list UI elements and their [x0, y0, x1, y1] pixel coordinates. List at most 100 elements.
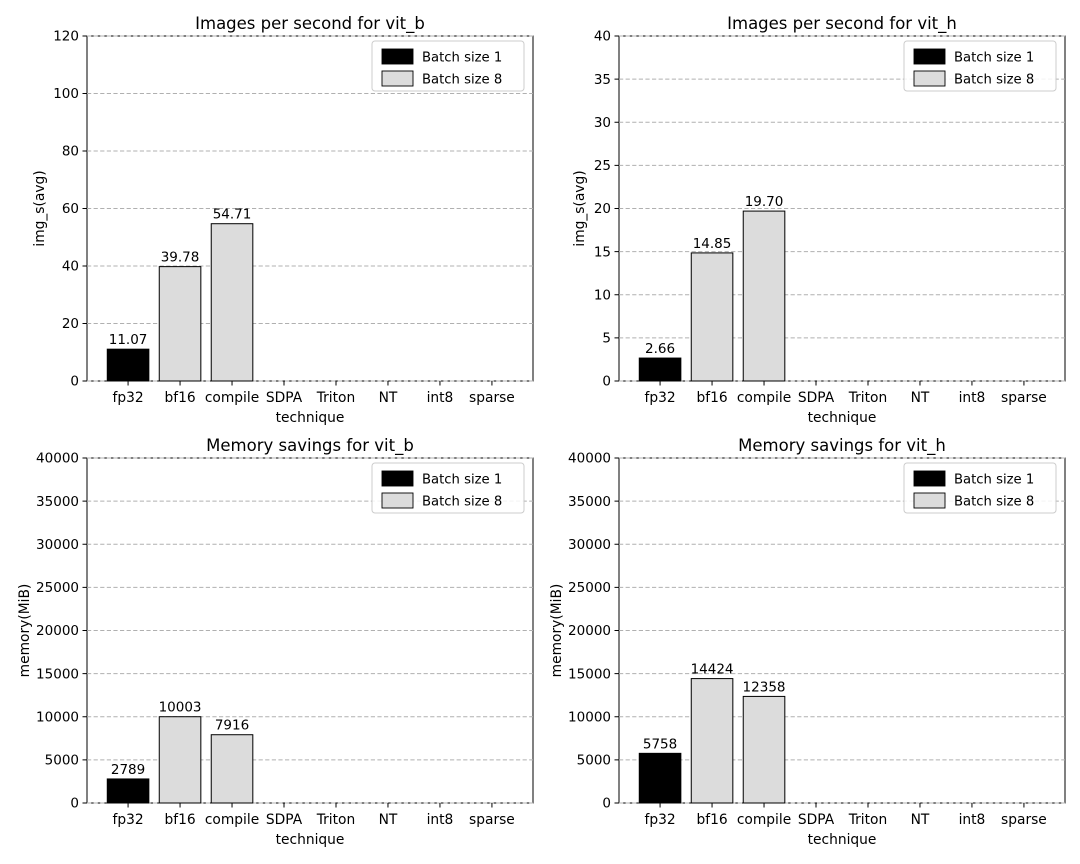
x-tick-label: SDPA	[798, 390, 835, 406]
legend-swatch	[913, 470, 946, 487]
y-tick-label: 5000	[45, 753, 79, 769]
y-tick-label: 10000	[568, 709, 611, 725]
y-tick-label: 100	[53, 86, 79, 102]
chart-title: Memory savings for vit_h	[738, 436, 946, 456]
y-tick-label: 0	[70, 374, 79, 390]
bar-value-label: 2.66	[645, 341, 675, 357]
y-tick-label: 40	[594, 29, 611, 45]
y-tick-label: 20000	[36, 623, 79, 639]
x-tick-label: NT	[911, 812, 930, 828]
y-tick-label: 40000	[36, 451, 79, 467]
bar-value-label: 11.07	[109, 332, 148, 348]
x-tick-label: sparse	[469, 390, 515, 406]
y-axis-label: memory(MiB)	[17, 584, 33, 678]
x-tick-label: compile	[737, 812, 791, 828]
bar-bf16	[690, 678, 734, 804]
x-tick-label: fp32	[644, 812, 675, 828]
y-tick-label: 30	[594, 115, 611, 131]
bar-value-label: 19.70	[745, 194, 784, 210]
legend-swatch	[913, 48, 946, 65]
y-tick-label: 10000	[36, 709, 79, 725]
y-axis-label: memory(MiB)	[549, 584, 565, 678]
x-tick-label: bf16	[164, 390, 195, 406]
bar-fp32	[106, 778, 150, 804]
y-tick-label: 0	[602, 796, 611, 812]
x-axis-label: technique	[276, 410, 345, 426]
bar-value-label: 5758	[643, 736, 677, 752]
y-tick-label: 5	[602, 331, 611, 347]
x-tick-label: fp32	[644, 390, 675, 406]
x-tick-label: sparse	[1001, 390, 1047, 406]
bar-value-label: 2789	[111, 762, 145, 778]
bar-bf16	[690, 252, 734, 382]
x-tick-label: sparse	[1001, 812, 1047, 828]
y-tick-label: 15000	[568, 666, 611, 682]
bar-value-label: 7916	[215, 718, 249, 734]
legend-label: Batch size 1	[422, 473, 502, 488]
x-tick-label: compile	[737, 390, 791, 406]
y-tick-label: 25000	[36, 580, 79, 596]
x-tick-label: SDPA	[266, 390, 303, 406]
y-tick-label: 40000	[568, 451, 611, 467]
legend-label: Batch size 8	[954, 495, 1034, 510]
legend-label: Batch size 8	[422, 495, 502, 510]
legend-label: Batch size 1	[422, 51, 502, 66]
bar-value-label: 10003	[159, 700, 202, 716]
x-tick-label: Triton	[848, 390, 888, 406]
legend-label: Batch size 8	[422, 73, 502, 88]
x-tick-label: int8	[427, 812, 454, 828]
y-tick-label: 20	[62, 316, 79, 332]
y-tick-label: 10	[594, 287, 611, 303]
x-tick-label: compile	[205, 390, 259, 406]
y-tick-label: 120	[53, 29, 79, 45]
x-tick-label: Triton	[316, 812, 356, 828]
bar-compile	[210, 223, 254, 382]
x-tick-label: bf16	[696, 812, 727, 828]
y-tick-label: 35000	[568, 494, 611, 510]
x-tick-label: Triton	[316, 390, 356, 406]
bar-fp32	[638, 357, 682, 382]
x-tick-label: NT	[911, 390, 930, 406]
y-tick-label: 20	[594, 201, 611, 217]
y-tick-label: 80	[62, 144, 79, 160]
y-tick-label: 30000	[568, 537, 611, 553]
x-tick-label: int8	[959, 812, 986, 828]
bar-value-label: 54.71	[213, 207, 252, 223]
x-tick-label: bf16	[164, 812, 195, 828]
x-tick-label: NT	[379, 812, 398, 828]
bar-value-label: 12358	[743, 679, 786, 695]
bar-fp32	[106, 348, 150, 382]
y-tick-label: 15	[594, 244, 611, 260]
x-tick-label: bf16	[696, 390, 727, 406]
bar-compile	[742, 695, 786, 804]
legend-label: Batch size 1	[954, 51, 1034, 66]
legend-swatch	[381, 492, 414, 509]
legend-swatch	[913, 492, 946, 509]
y-tick-label: 40	[62, 259, 79, 275]
legend-label: Batch size 1	[954, 473, 1034, 488]
y-tick-label: 0	[602, 374, 611, 390]
y-tick-label: 60	[62, 201, 79, 217]
x-tick-label: fp32	[112, 390, 143, 406]
legend-swatch	[381, 470, 414, 487]
x-tick-label: int8	[959, 390, 986, 406]
x-tick-label: fp32	[112, 812, 143, 828]
bar-bf16	[158, 716, 202, 804]
y-tick-label: 5000	[577, 753, 611, 769]
y-tick-label: 0	[70, 796, 79, 812]
x-axis-label: technique	[808, 832, 877, 848]
bar-fp32	[638, 752, 682, 804]
legend-swatch	[381, 48, 414, 65]
x-tick-label: compile	[205, 812, 259, 828]
x-tick-label: sparse	[469, 812, 515, 828]
bar-value-label: 14.85	[693, 236, 732, 252]
bar-value-label: 14424	[691, 662, 734, 678]
x-tick-label: SDPA	[266, 812, 303, 828]
legend-swatch	[913, 70, 946, 87]
y-axis-label: img_s(avg)	[572, 170, 588, 246]
y-tick-label: 35	[594, 72, 611, 88]
x-tick-label: NT	[379, 390, 398, 406]
bar-bf16	[158, 266, 202, 382]
y-axis-label: img_s(avg)	[32, 170, 48, 246]
